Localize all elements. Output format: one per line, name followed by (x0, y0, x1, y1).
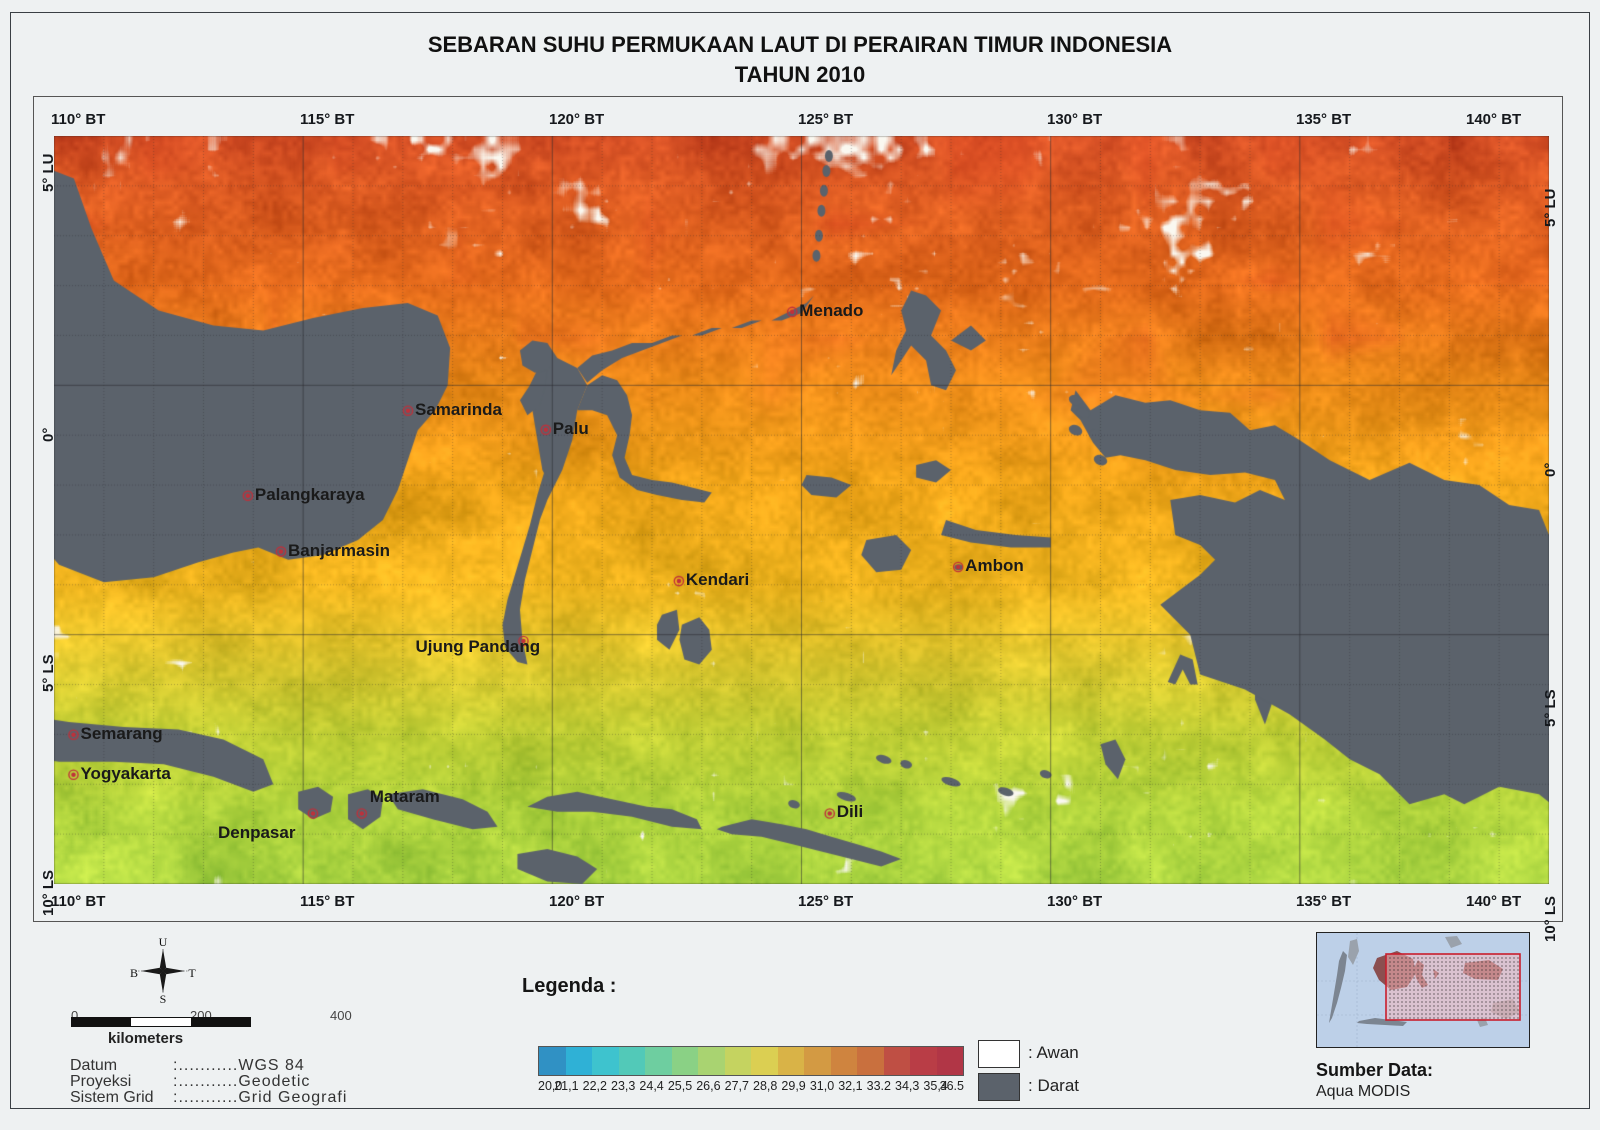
svg-text:S: S (160, 992, 167, 1005)
svg-text:B: B (130, 966, 138, 980)
svg-text:T: T (188, 966, 196, 980)
svg-text:U: U (159, 937, 168, 949)
